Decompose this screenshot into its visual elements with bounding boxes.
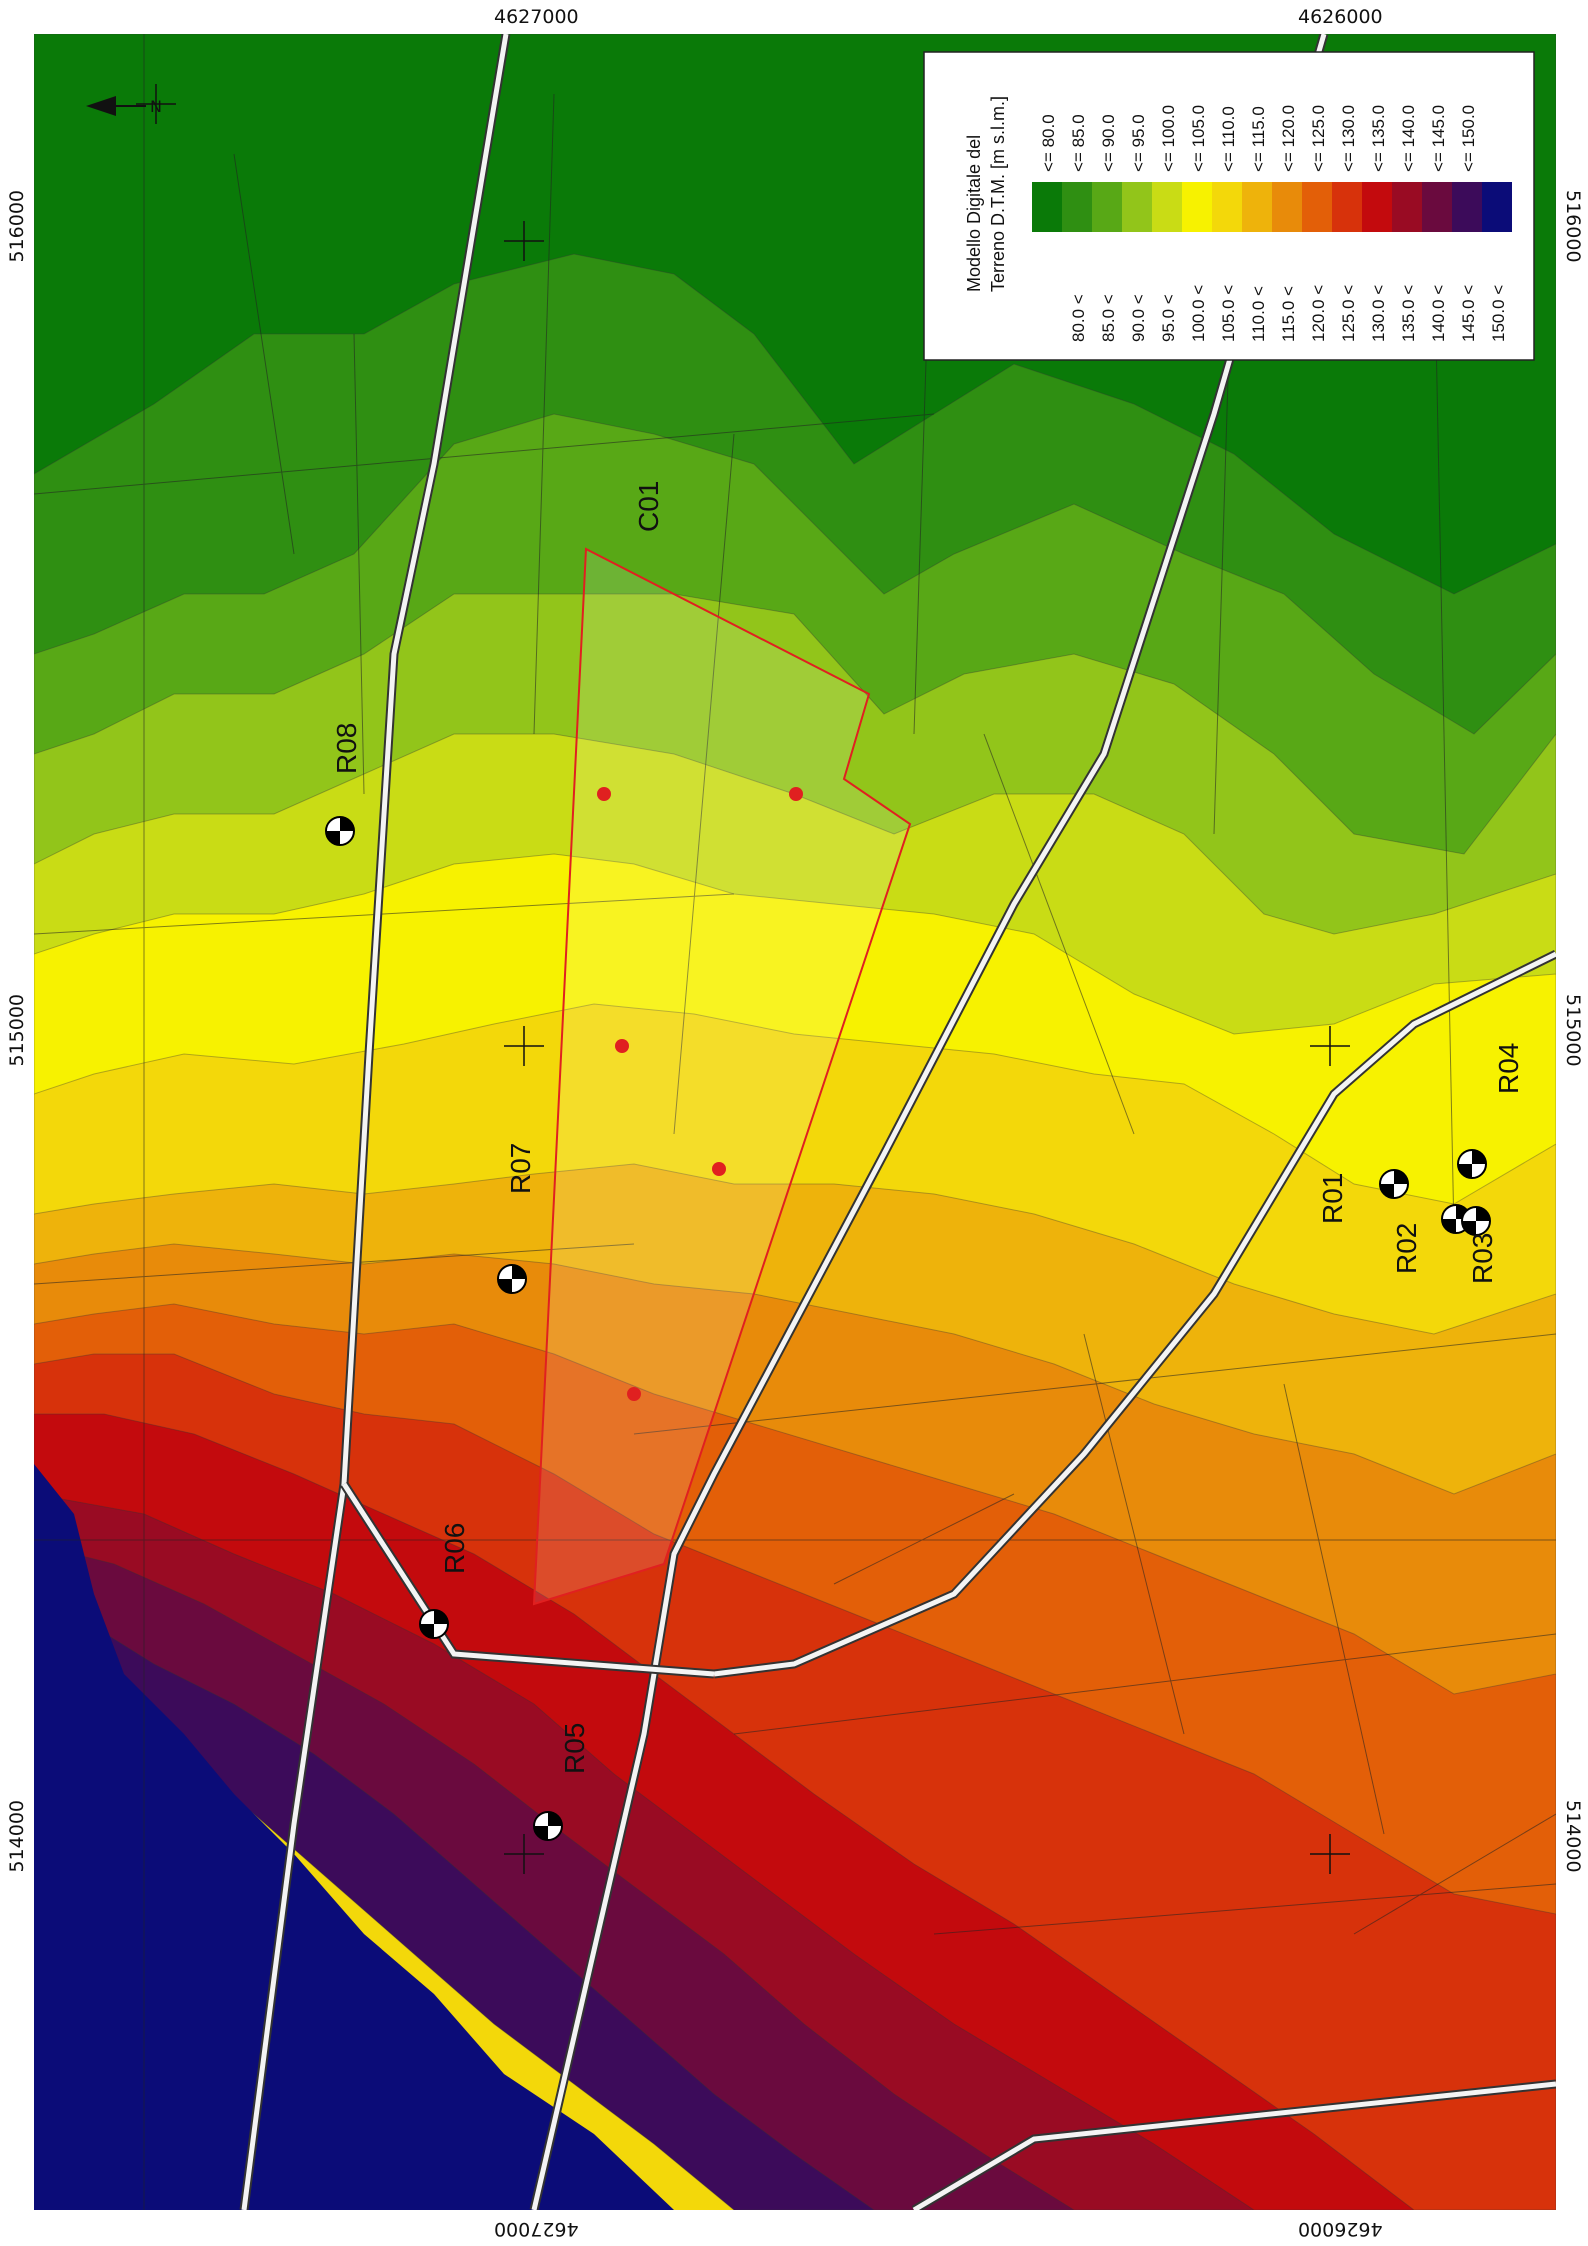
legend-low-label: 140.0 < xyxy=(1429,285,1448,342)
coord-left-2: 515000 xyxy=(6,994,28,1067)
legend-swatch xyxy=(1242,182,1272,232)
source-point xyxy=(627,1387,641,1401)
legend-low-label: 130.0 < xyxy=(1369,285,1388,342)
legend-low-label: 95.0 < xyxy=(1159,294,1178,342)
legend-rows: <= 80.0 80.0 < <= 85.0 85.0 < <= 90.0 90.0 < <… xyxy=(1032,105,1512,342)
dtm-map: N R01 R02 R03 R04 R05 R06 R07 R08 C01 Mo… xyxy=(34,34,1556,2210)
legend-title-line1: Modello Digitale del xyxy=(964,135,984,292)
red-points xyxy=(597,787,803,1401)
svg-text:N: N xyxy=(150,97,162,116)
source-point xyxy=(615,1039,629,1053)
receptor-label-r08: R08 xyxy=(331,723,362,774)
legend-low-label: 90.0 < xyxy=(1129,294,1148,342)
legend-high-label: <= 85.0 xyxy=(1069,114,1088,172)
legend-swatch xyxy=(1212,182,1242,232)
legend-high-label: <= 120.0 xyxy=(1279,105,1298,172)
coord-top-1: 4627000 xyxy=(494,6,579,28)
legend-low-label: 85.0 < xyxy=(1099,294,1118,342)
legend-swatch xyxy=(1272,182,1302,232)
legend-swatch xyxy=(1182,182,1212,232)
north-arrow-icon: N xyxy=(86,96,162,116)
legend-low-label: 120.0 < xyxy=(1309,285,1328,342)
legend-high-label: <= 130.0 xyxy=(1339,105,1358,172)
legend-low-label: 145.0 < xyxy=(1459,285,1478,342)
legend-swatch xyxy=(1332,182,1362,232)
road-label-c01: C01 xyxy=(633,481,664,532)
legend-swatch xyxy=(1152,182,1182,232)
legend-low-label: 135.0 < xyxy=(1399,285,1418,342)
band-150plus xyxy=(34,1464,674,2210)
receptor-label-r01: R01 xyxy=(1317,1173,1348,1224)
coord-right-1: 516000 xyxy=(1562,190,1584,263)
legend-low-label: 115.0 < xyxy=(1279,286,1298,342)
receptor-labels: R01 R02 R03 R04 R05 R06 R07 R08 C01 xyxy=(331,481,1524,1774)
coord-top-2: 4626000 xyxy=(1298,6,1383,28)
legend-swatch xyxy=(1452,182,1482,232)
legend-low-label: 105.0 < xyxy=(1219,285,1238,342)
legend-swatch xyxy=(1482,182,1512,232)
legend-high-label: <= 115.0 xyxy=(1249,106,1268,172)
coord-bottom-2: 4626000 xyxy=(1298,2218,1383,2240)
receptor-target-icon xyxy=(497,1264,527,1294)
grid-crosses xyxy=(136,84,1350,1874)
receptor-label-r04: R04 xyxy=(1493,1043,1524,1094)
coord-right-2: 515000 xyxy=(1562,994,1584,1067)
receptor-target-icon xyxy=(325,816,355,846)
legend-low-label: 150.0 < xyxy=(1489,285,1508,342)
legend-high-label: <= 150.0 xyxy=(1459,105,1478,172)
legend-swatch xyxy=(1362,182,1392,232)
legend-swatch xyxy=(1092,182,1122,232)
legend-high-label: <= 135.0 xyxy=(1369,105,1388,172)
receptor-target-icon xyxy=(419,1609,449,1639)
legend-high-label: <= 100.0 xyxy=(1159,105,1178,172)
parcel-lines xyxy=(34,34,1556,2210)
source-point xyxy=(712,1162,726,1176)
legend-high-label: <= 80.0 xyxy=(1039,114,1058,172)
legend-swatch xyxy=(1392,182,1422,232)
legend: Modello Digitale del Terreno D.T.M. [m s… xyxy=(923,51,1535,361)
receptor-icons xyxy=(325,816,1491,1841)
coord-left-3: 514000 xyxy=(6,1800,28,1873)
legend-high-label: <= 110.0 xyxy=(1219,106,1238,172)
legend-swatch xyxy=(1062,182,1092,232)
receptor-target-icon xyxy=(533,1811,563,1841)
legend-high-label: <= 105.0 xyxy=(1189,105,1208,172)
receptor-target-icon xyxy=(1379,1169,1409,1199)
legend-high-label: <= 145.0 xyxy=(1429,105,1448,172)
project-area xyxy=(532,547,912,1606)
receptor-label-r03: R03 xyxy=(1467,1233,1498,1284)
coord-left-1: 516000 xyxy=(6,190,28,263)
legend-low-label: 100.0 < xyxy=(1189,285,1208,342)
legend-swatch xyxy=(1302,182,1332,232)
legend-title-line2: Terreno D.T.M. [m s.l.m.] xyxy=(988,96,1008,292)
receptor-target-icon xyxy=(1461,1206,1491,1236)
source-point xyxy=(597,787,611,801)
legend-swatch xyxy=(1032,182,1062,232)
coord-bottom-1: 4627000 xyxy=(494,2218,579,2240)
legend-swatch xyxy=(1422,182,1452,232)
legend-swatch xyxy=(1122,182,1152,232)
receptor-label-r07: R07 xyxy=(505,1143,536,1194)
legend-low-label: 110.0 < xyxy=(1249,286,1268,342)
roads xyxy=(239,34,1556,2210)
legend-high-label: <= 140.0 xyxy=(1399,105,1418,172)
dtm-map-svg: N R01 R02 R03 R04 R05 R06 R07 R08 C01 Mo… xyxy=(34,34,1556,2210)
source-point xyxy=(789,787,803,801)
legend-high-label: <= 90.0 xyxy=(1099,114,1118,172)
receptor-target-icon xyxy=(1457,1149,1487,1179)
receptor-label-r02: R02 xyxy=(1391,1223,1422,1274)
receptor-label-r06: R06 xyxy=(439,1523,470,1574)
legend-low-label: 125.0 < xyxy=(1339,285,1358,342)
coord-right-3: 514000 xyxy=(1562,1800,1584,1873)
receptor-label-r05: R05 xyxy=(559,1723,590,1774)
legend-low-label: 80.0 < xyxy=(1069,294,1088,342)
legend-high-label: <= 125.0 xyxy=(1309,105,1328,172)
legend-high-label: <= 95.0 xyxy=(1129,114,1148,172)
